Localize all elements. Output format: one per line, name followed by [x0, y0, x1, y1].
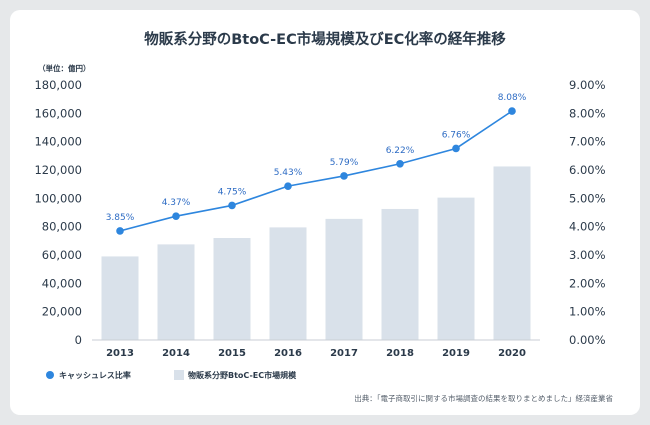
ratio-point-2013	[116, 227, 124, 235]
ratio-data-label: 5.43%	[274, 168, 303, 178]
bar-2013	[101, 256, 139, 340]
y-right-tick-label: 6.00%	[569, 163, 606, 177]
x-tick-label: 2018	[386, 348, 414, 359]
chart-card	[10, 10, 640, 415]
unit-label: （単位：億円）	[38, 63, 91, 73]
legend: キャッシュレス比率 物販系分野BtoC-EC市場規模	[46, 370, 297, 380]
ratio-point-2014	[172, 212, 180, 220]
ratio-data-label: 4.37%	[162, 198, 191, 208]
source-note: 出典：「電子商取引に関する市場調査の結果を取りまとめました」経済産業省	[354, 393, 613, 403]
x-tick-label: 2016	[274, 348, 302, 359]
x-tick-label: 2013	[106, 348, 134, 359]
legend-bar-marker	[174, 370, 184, 380]
bar-2018	[381, 208, 419, 340]
y-right-tick-label: 3.00%	[569, 248, 606, 262]
x-tick-label: 2017	[330, 348, 358, 359]
ratio-data-label: 8.08%	[498, 93, 527, 103]
ratio-line	[119, 110, 513, 232]
y-left-tick-label: 60,000	[42, 248, 82, 262]
ratio-data-label: 4.75%	[218, 187, 247, 197]
y-left-tick-label: 140,000	[34, 135, 82, 149]
bar-2019	[437, 197, 475, 340]
ratio-data-label: 6.22%	[386, 146, 415, 156]
y-right-tick-label: 0.00%	[569, 333, 606, 347]
ratio-data-label: 5.79%	[330, 158, 359, 168]
y-right-tick-label: 8.00%	[569, 106, 606, 120]
bar-2017	[325, 218, 363, 340]
y-left-tick-label: 20,000	[42, 305, 82, 319]
legend-line-label: キャッシュレス比率	[59, 370, 131, 380]
x-tick-label: 2020	[498, 348, 526, 359]
y-right-tick-label: 4.00%	[569, 220, 606, 234]
ratio-data-label: 6.76%	[442, 130, 471, 140]
ratio-point-2015	[228, 201, 236, 210]
ratio-data-label: 3.85%	[106, 213, 135, 223]
y-left-tick-label: 100,000	[34, 191, 82, 205]
y-right-tick-label: 7.00%	[569, 135, 606, 149]
x-tick-label: 2015	[218, 348, 246, 359]
y-left-tick-label: 160,000	[34, 106, 82, 120]
x-tick-label: 2014	[162, 348, 190, 359]
bar-2015	[213, 238, 251, 340]
legend-bar-label: 物販系分野BtoC-EC市場規模	[188, 370, 297, 380]
bar-2016	[269, 227, 307, 340]
ratio-point-2019	[452, 144, 460, 153]
y-left-tick-label: 0	[75, 333, 82, 347]
ratio-point-2020	[508, 107, 516, 115]
y-right-tick-label: 9.00%	[569, 78, 606, 92]
ratio-point-2016	[284, 182, 292, 190]
y-left-tick-label: 120,000	[34, 163, 82, 177]
y-left-tick-label: 40,000	[42, 276, 82, 290]
y-right-tick-label: 1.00%	[569, 305, 606, 319]
y-right-tick-label: 5.00%	[569, 191, 606, 205]
y-left-tick-label: 80,000	[42, 220, 82, 234]
y-left-tick-label: 180,000	[34, 78, 82, 92]
bar-2014	[157, 244, 195, 340]
ratio-point-2018	[396, 159, 404, 168]
bar-2020	[493, 166, 531, 340]
y-right-tick-label: 2.00%	[569, 276, 606, 290]
ratio-point-2017	[340, 172, 348, 180]
legend-line-marker	[46, 371, 54, 379]
x-tick-label: 2019	[442, 348, 470, 359]
chart-title: 物販系分野のBtoC-EC市場規模及びEC化率の経年推移	[144, 30, 506, 48]
